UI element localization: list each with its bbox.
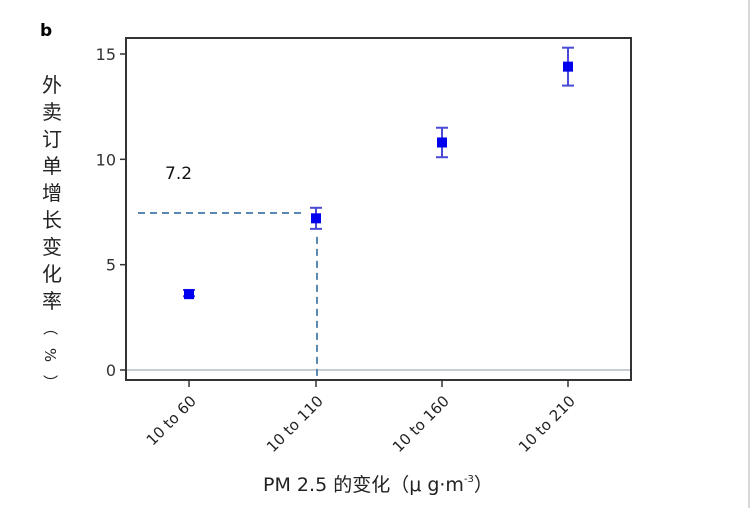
data-point <box>437 137 447 148</box>
y-tick-label: 15 <box>96 45 116 64</box>
x-axis-label-superscript: -3 <box>464 474 474 485</box>
y-axis-label-char: 订 <box>42 127 62 151</box>
y-axis-label-char: 外 <box>42 73 62 97</box>
y-axis-label-char: 变 <box>42 235 62 259</box>
y-axis-label-char: 长 <box>42 208 62 232</box>
y-axis-label-char: 化 <box>42 262 62 286</box>
x-tick-label: 10 to 110 <box>263 392 327 456</box>
y-axis-label-char: ） <box>41 374 59 389</box>
y-tick-label: 5 <box>106 256 116 275</box>
data-point <box>563 61 573 72</box>
y-axis-label-char: 卖 <box>42 100 62 124</box>
y-tick-label: 10 <box>96 150 116 169</box>
x-axis-label-end: ） <box>474 474 493 496</box>
right-edge-divider <box>748 0 750 508</box>
x-tick-label: 10 to 160 <box>389 392 453 456</box>
x-tick-label: 10 to 210 <box>515 392 579 456</box>
plot-frame <box>125 37 632 381</box>
annotation-label: 7.2 <box>165 164 192 184</box>
data-point <box>311 213 321 224</box>
panel-label: b <box>40 21 52 41</box>
data-point <box>184 289 194 300</box>
y-axis-label-char: （ <box>41 320 59 335</box>
y-axis-label-char: 单 <box>42 154 62 178</box>
x-tick-label: 10 to 60 <box>143 392 200 449</box>
y-tick-label: 0 <box>106 361 116 380</box>
y-axis-label-char: 增 <box>42 181 62 205</box>
x-axis-label: PM 2.5 的变化（μ g·m-3） <box>263 474 493 496</box>
y-axis-label-char: % <box>41 348 59 362</box>
y-axis-label-char: 率 <box>42 289 62 313</box>
x-axis-label-main: PM 2.5 的变化（μ g·m <box>263 474 464 496</box>
